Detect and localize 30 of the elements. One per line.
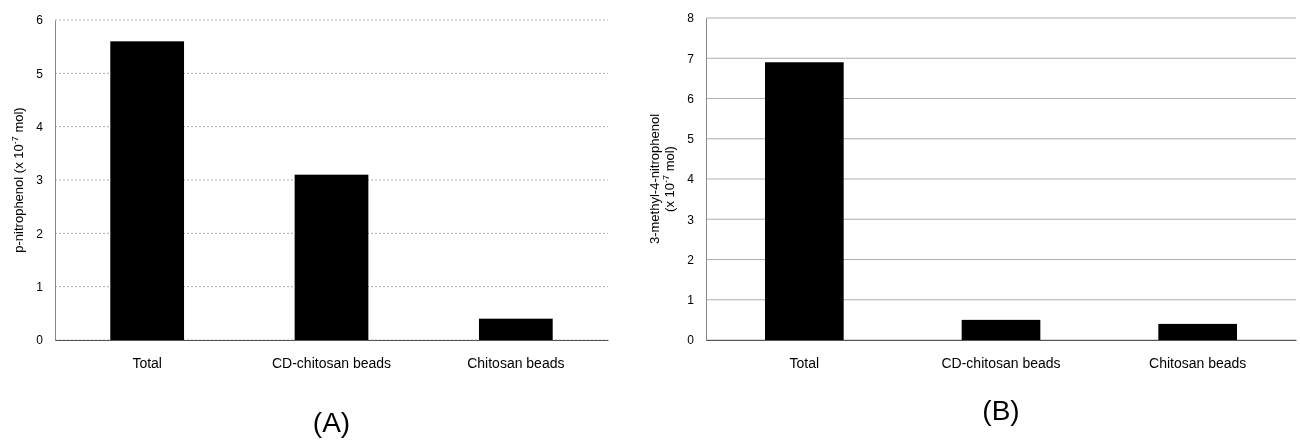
y-tick-label: 8 [687,11,695,26]
x-tick-label: CD-chitosan beads [941,354,1061,371]
y-tick-label: 5 [687,132,695,147]
y-tick-label: 6 [36,13,44,28]
x-tick-label: Chitosan beads [467,354,565,371]
y-tick-label: 2 [687,252,695,267]
y-tick-label: 4 [36,120,44,135]
y-tick-label: 0 [36,333,44,348]
y-tick-label: 6 [687,91,695,106]
y-tick-label: 5 [36,66,44,81]
x-tick-label: CD-chitosan beads [271,354,392,371]
y-tick-label: 1 [36,280,44,295]
text: (B) [982,395,1020,426]
y-tick-label: 2 [36,226,44,241]
bar [478,318,553,340]
bar [961,319,1041,340]
y-tick-label: 7 [687,51,695,66]
x-tick-label: Total [789,354,820,371]
x-tick-label: Chitosan beads [1149,354,1247,371]
bar [1158,323,1237,340]
x-tick-label: Total [132,354,162,371]
text: (A) [312,407,351,438]
y-tick-label: 4 [687,172,695,187]
y-tick-label: 3 [36,173,44,188]
bar [110,41,185,340]
y-tick-label: 3 [687,212,695,227]
bar [765,62,844,340]
bar [294,174,369,340]
y-tick-label: 0 [687,333,695,348]
y-tick-label: 1 [687,293,695,308]
